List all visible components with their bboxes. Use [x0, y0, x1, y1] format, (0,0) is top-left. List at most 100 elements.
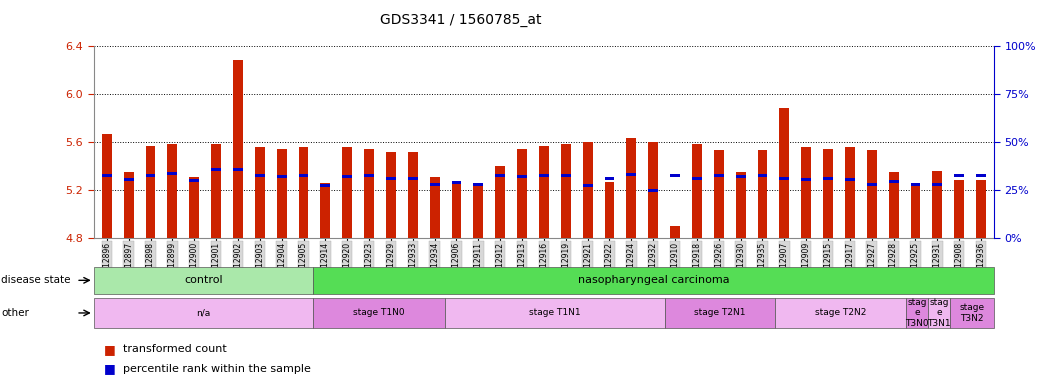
Bar [627, 139, 636, 238]
Bar [496, 166, 505, 238]
Bar [583, 184, 592, 187]
Bar [430, 182, 439, 185]
Bar [649, 142, 658, 238]
Bar [561, 174, 570, 177]
Bar [736, 175, 745, 179]
Bar [189, 177, 199, 238]
Bar [364, 149, 374, 238]
Text: nasopharyngeal carcinoma: nasopharyngeal carcinoma [578, 275, 730, 285]
Bar [496, 174, 505, 177]
Bar [605, 177, 614, 180]
Bar [867, 151, 877, 238]
Bar [955, 174, 964, 177]
Text: percentile rank within the sample: percentile rank within the sample [123, 364, 310, 374]
Bar [277, 149, 286, 238]
Text: transformed count: transformed count [123, 344, 227, 354]
Bar [446, 298, 665, 328]
Text: n/a: n/a [197, 308, 210, 318]
Bar [539, 146, 549, 238]
Bar [386, 177, 396, 180]
Bar [146, 146, 155, 238]
Bar [430, 177, 439, 238]
Bar [408, 177, 417, 180]
Bar [124, 172, 133, 238]
Bar [889, 180, 898, 183]
Text: stag
e
T3N1: stag e T3N1 [928, 298, 951, 328]
Bar [780, 109, 789, 238]
Bar [867, 182, 877, 185]
Bar [976, 174, 986, 177]
Bar [408, 152, 417, 238]
Bar [665, 298, 775, 328]
Bar [758, 174, 767, 177]
Text: disease state: disease state [1, 275, 71, 285]
Bar [605, 182, 614, 238]
Bar [775, 298, 907, 328]
Bar [94, 298, 313, 328]
Bar [146, 174, 155, 177]
Bar [299, 147, 308, 238]
Bar [802, 147, 811, 238]
Bar [474, 183, 483, 238]
Bar [583, 142, 592, 238]
Bar [321, 184, 330, 187]
Bar [823, 177, 833, 180]
Text: ■: ■ [104, 343, 120, 356]
Bar [758, 151, 767, 238]
Text: stag
e
T3N0: stag e T3N0 [906, 298, 930, 328]
Bar [950, 298, 994, 328]
Bar [277, 175, 286, 179]
Bar [313, 298, 446, 328]
Bar [233, 61, 243, 238]
Text: stage
T3N2: stage T3N2 [960, 303, 985, 323]
Bar [342, 147, 352, 238]
Bar [342, 175, 352, 179]
Text: stage T2N2: stage T2N2 [815, 308, 866, 318]
Bar [94, 267, 313, 294]
Bar [780, 177, 789, 180]
Bar [889, 172, 898, 238]
Text: GDS3341 / 1560785_at: GDS3341 / 1560785_at [380, 13, 541, 27]
Bar [736, 172, 745, 238]
Bar [539, 174, 549, 177]
Bar [211, 144, 221, 238]
Bar [955, 180, 964, 238]
Bar [802, 178, 811, 181]
Bar [670, 226, 680, 238]
Bar [845, 178, 855, 181]
Bar [299, 174, 308, 177]
Bar [321, 183, 330, 238]
Bar [933, 171, 942, 238]
Bar [692, 177, 702, 180]
Bar [627, 173, 636, 176]
Bar [102, 174, 111, 177]
Bar [845, 147, 855, 238]
Bar [168, 172, 177, 175]
Bar [714, 151, 723, 238]
Bar [976, 180, 986, 238]
Bar [452, 183, 461, 238]
Text: other: other [1, 308, 29, 318]
Bar [911, 182, 920, 185]
Bar [233, 168, 243, 171]
Bar [386, 152, 396, 238]
Bar [313, 267, 994, 294]
Bar [714, 174, 723, 177]
Bar [474, 182, 483, 185]
Bar [692, 144, 702, 238]
Text: control: control [184, 275, 223, 285]
Text: ■: ■ [104, 362, 120, 375]
Bar [168, 144, 177, 238]
Bar [911, 184, 920, 238]
Bar [189, 179, 199, 182]
Bar [364, 174, 374, 177]
Bar [670, 174, 680, 177]
Bar [255, 147, 264, 238]
Bar [452, 181, 461, 184]
Bar [907, 298, 929, 328]
Bar [124, 178, 133, 181]
Bar [933, 182, 942, 185]
Bar [517, 175, 527, 179]
Bar [211, 168, 221, 171]
Bar [517, 149, 527, 238]
